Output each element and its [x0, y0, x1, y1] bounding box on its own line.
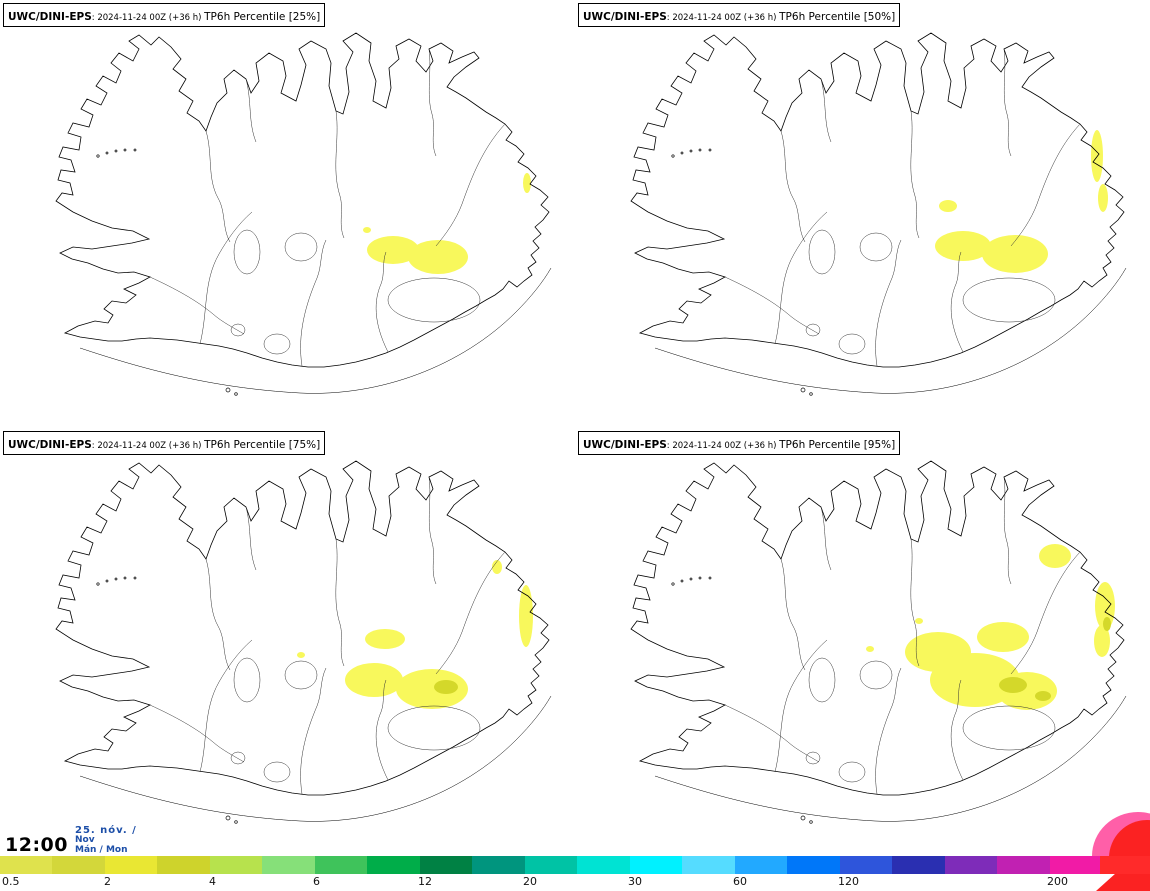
colorbar-tick-label: 12	[418, 875, 432, 888]
precip-blobs-p25	[363, 173, 531, 274]
model-label: UWC/DINI-EPS	[8, 11, 92, 23]
valid-time-box: 12:00 25. nóv. / Nov Mán / Mon	[0, 824, 147, 856]
run-label: : 2024-11-24 00Z (+36 h)	[91, 13, 205, 23]
panel-title-p25: UWC/DINI-EPS: 2024-11-24 00Z (+36 h) TP6…	[3, 3, 326, 27]
param-label: TP6h Percentile [95%]	[779, 439, 896, 451]
map-panel-p25: UWC/DINI-EPS: 2024-11-24 00Z (+36 h) TP6…	[0, 0, 575, 428]
run-label: : 2024-11-24 00Z (+36 h)	[666, 13, 780, 23]
colorbar-segment	[420, 856, 472, 874]
month-english: Nov	[74, 835, 95, 845]
colorbar-segment	[210, 856, 262, 874]
valid-time: 12:00	[5, 834, 68, 856]
precip-blobs-p50	[935, 130, 1108, 273]
iceland-map-p95	[630, 442, 1150, 856]
colorbar-tick-label: 200	[1047, 875, 1068, 888]
panel-title-p50: UWC/DINI-EPS: 2024-11-24 00Z (+36 h) TP6…	[578, 3, 901, 27]
colorbar-tick-label: 2	[104, 875, 111, 888]
colorbar-segment	[105, 856, 157, 874]
colorbar-tick-label: 30	[628, 875, 642, 888]
colorbar-tick-label: 60	[733, 875, 747, 888]
colorbar-tick-label: 4	[209, 875, 216, 888]
colorbar-tick-label: 6	[313, 875, 320, 888]
colorbar-segment	[577, 856, 630, 874]
colorbar-segment	[892, 856, 945, 874]
colorbar-tick-label: 0.5	[2, 875, 20, 888]
colorbar-segment	[735, 856, 787, 874]
colorbar-segment	[367, 856, 420, 874]
map-panel-p75: UWC/DINI-EPS: 2024-11-24 00Z (+36 h) TP6…	[0, 428, 575, 856]
colorbar-segment	[787, 856, 840, 874]
model-label: UWC/DINI-EPS	[583, 439, 667, 451]
colorbar-ticks: 0.5 2 4 6 12 20 30 60 120 200	[0, 874, 1150, 891]
run-label: : 2024-11-24 00Z (+36 h)	[666, 441, 780, 451]
valid-date: 25. nóv. / Nov Mán / Mon	[74, 825, 137, 856]
param-label: TP6h Percentile [50%]	[779, 11, 896, 23]
colorbar-segment	[682, 856, 735, 874]
colorbar-segment	[945, 856, 997, 874]
colorbar-segment	[472, 856, 525, 874]
panel-title-p75: UWC/DINI-EPS: 2024-11-24 00Z (+36 h) TP6…	[3, 431, 326, 455]
colorbar-segment	[1100, 856, 1150, 874]
map-panel-p95: UWC/DINI-EPS: 2024-11-24 00Z (+36 h) TP6…	[575, 428, 1150, 856]
colorbar-segment	[315, 856, 367, 874]
colorbar-segment	[157, 856, 210, 874]
model-label: UWC/DINI-EPS	[8, 439, 92, 451]
panel-grid: UWC/DINI-EPS: 2024-11-24 00Z (+36 h) TP6…	[0, 0, 1150, 856]
model-label: UWC/DINI-EPS	[583, 11, 667, 23]
param-label: TP6h Percentile [75%]	[204, 439, 321, 451]
iceland-map-p50	[630, 14, 1127, 396]
colorbar-segment	[630, 856, 682, 874]
iceland-map-p75	[55, 442, 552, 824]
colorbar-segment	[1050, 856, 1100, 874]
colorbar-segment	[525, 856, 577, 874]
colorbar-segment	[52, 856, 105, 874]
iceland-map-p25	[55, 14, 552, 396]
colorbar-tick-label: 20	[523, 875, 537, 888]
precip-blobs-p95	[866, 544, 1150, 856]
date-icelandic: 25. nóv. /	[74, 825, 137, 836]
colorbar-segments	[0, 856, 1150, 874]
panel-title-p95: UWC/DINI-EPS: 2024-11-24 00Z (+36 h) TP6…	[578, 431, 901, 455]
weekday: Mán / Mon	[74, 845, 128, 855]
colorbar-tick-label: 120	[838, 875, 859, 888]
colorbar-segment	[840, 856, 892, 874]
map-panel-p50: UWC/DINI-EPS: 2024-11-24 00Z (+36 h) TP6…	[575, 0, 1150, 428]
colorbar-segment	[0, 856, 52, 874]
run-label: : 2024-11-24 00Z (+36 h)	[91, 441, 205, 451]
precip-colorbar: 0.5 2 4 6 12 20 30 60 120 200	[0, 856, 1150, 891]
param-label: TP6h Percentile [25%]	[204, 11, 321, 23]
colorbar-segment	[262, 856, 315, 874]
precip-blobs-p75	[297, 560, 533, 709]
colorbar-segment	[997, 856, 1050, 874]
